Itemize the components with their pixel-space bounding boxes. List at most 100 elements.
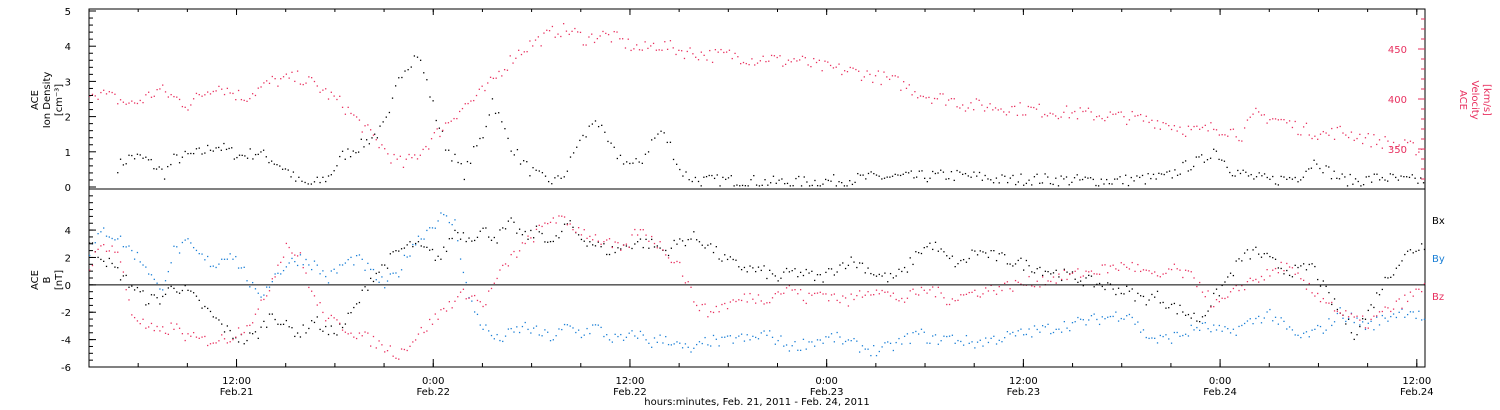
- b-point-bx: [190, 290, 192, 292]
- velocity-point: [1252, 113, 1254, 115]
- b-point-by: [237, 267, 240, 269]
- b-point-bx: [1187, 313, 1190, 316]
- b-point-bz: [544, 222, 546, 224]
- b-point-bx: [1252, 249, 1254, 251]
- b-point-by: [575, 331, 577, 334]
- b-point-by: [667, 343, 670, 346]
- velocity-point: [548, 30, 551, 32]
- b-point-bx: [119, 279, 122, 281]
- density-point: [841, 181, 843, 184]
- b-point-by: [757, 338, 760, 340]
- b-point-bz: [853, 298, 855, 301]
- b-point-bx: [302, 324, 304, 326]
- density-point: [607, 140, 609, 143]
- velocity-point: [624, 47, 627, 49]
- b-point-bz: [985, 287, 987, 289]
- b-point-by: [718, 345, 720, 347]
- b-point-by: [1041, 325, 1044, 327]
- b-point-bz: [1404, 294, 1406, 296]
- density-point: [669, 141, 672, 143]
- b-point-bz: [1182, 276, 1184, 279]
- b-point-bz: [575, 231, 577, 233]
- velocity-point: [1052, 113, 1054, 115]
- b-point-bx: [887, 281, 889, 283]
- b-point-bx: [1173, 302, 1176, 305]
- b-point-bz: [597, 240, 599, 242]
- velocity-point: [1079, 107, 1081, 109]
- velocity-point: [872, 81, 874, 84]
- velocity-point: [1345, 134, 1347, 136]
- b-point-by: [684, 343, 687, 345]
- b-point-bx: [802, 274, 805, 277]
- b-point-bx: [1359, 325, 1361, 328]
- b-point-bx: [513, 221, 515, 223]
- velocity-point: [246, 100, 248, 102]
- density-point: [273, 163, 275, 165]
- b-point-by: [319, 273, 321, 275]
- b-point-by: [1359, 324, 1361, 326]
- density-point: [1166, 171, 1168, 173]
- velocity-point: [503, 68, 506, 71]
- b-point-bx: [659, 247, 661, 249]
- density-point: [905, 171, 907, 174]
- b-point-by: [1260, 322, 1263, 324]
- b-point-by: [136, 251, 139, 254]
- b-point-by: [1033, 325, 1036, 327]
- b-point-by: [412, 243, 414, 246]
- density-point: [133, 158, 136, 160]
- b-point-bx: [819, 274, 821, 276]
- b-point-by: [103, 227, 105, 229]
- b-point-by: [920, 328, 923, 330]
- density-point: [385, 116, 387, 118]
- b-point-bz: [833, 293, 835, 295]
- b-point-bx: [296, 332, 299, 334]
- b-point-bx: [1390, 276, 1392, 279]
- b-point-by: [1176, 331, 1178, 334]
- velocity-point: [492, 77, 495, 80]
- density-point: [1384, 179, 1386, 181]
- b-point-by: [1096, 318, 1098, 321]
- b-point-bx: [1123, 293, 1125, 295]
- b-point-bz: [1398, 298, 1400, 300]
- density-point: [295, 180, 297, 182]
- b-point-bz: [1168, 268, 1170, 270]
- density-point: [438, 127, 441, 129]
- b-point-bx: [389, 253, 391, 255]
- b-point-by: [926, 342, 928, 344]
- density-point: [454, 153, 456, 156]
- velocity-point: [209, 93, 212, 95]
- b-point-by: [1269, 308, 1271, 311]
- b-point-by: [729, 335, 732, 337]
- b-point-by: [738, 335, 740, 337]
- density-point: [1015, 183, 1017, 186]
- b-point-bz: [1162, 273, 1164, 275]
- b-point-bz: [1302, 279, 1305, 282]
- b-point-bx: [400, 248, 403, 250]
- density-point: [510, 150, 512, 152]
- density-point: [1133, 180, 1135, 182]
- velocity-point: [796, 60, 798, 62]
- b-point-by: [681, 347, 684, 349]
- velocity-point: [190, 104, 192, 106]
- b-point-by: [417, 235, 420, 237]
- b-point-by: [1238, 325, 1240, 328]
- density-point: [1274, 183, 1277, 185]
- velocity-point: [1030, 106, 1032, 108]
- density-point: [948, 178, 950, 180]
- velocity-point: [515, 57, 517, 59]
- b-point-bz: [1012, 290, 1014, 292]
- b-point-bz: [1213, 305, 1215, 308]
- b-point-bz: [839, 301, 841, 304]
- velocity-point: [669, 40, 672, 42]
- b-point-bx: [125, 274, 127, 277]
- b-point-bx: [131, 285, 133, 287]
- b-point-bz: [1283, 270, 1285, 272]
- b-point-bx: [979, 250, 981, 252]
- b-point-bz: [339, 322, 341, 324]
- b-point-by: [173, 245, 175, 247]
- b-point-by: [479, 324, 481, 326]
- b-point-by: [636, 337, 639, 339]
- velocity-point: [1190, 128, 1192, 131]
- velocity-point: [235, 99, 237, 101]
- velocity-point: [765, 60, 767, 63]
